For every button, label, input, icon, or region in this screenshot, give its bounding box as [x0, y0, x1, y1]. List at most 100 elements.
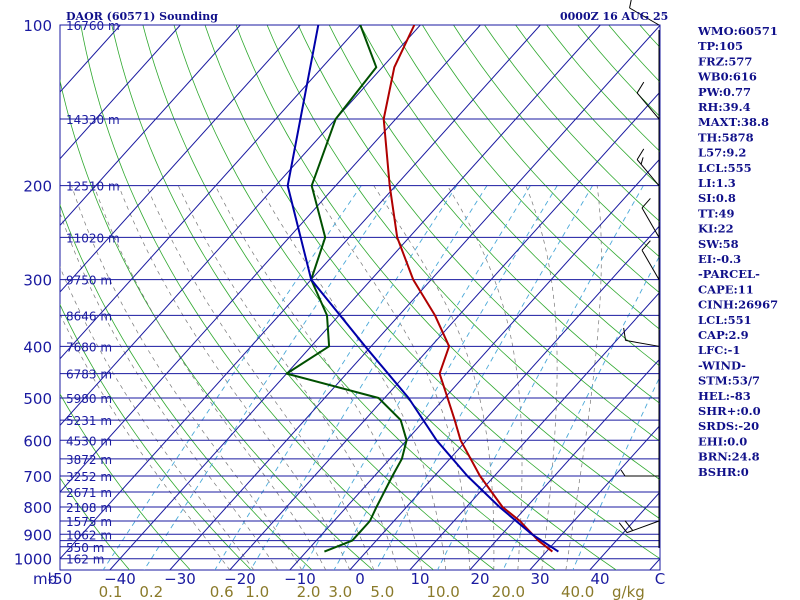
temperature-tick-label: −30 — [164, 570, 196, 588]
isotherm — [409, 291, 660, 570]
index-line: SRDS:-20 — [698, 419, 759, 433]
isotherm — [60, 25, 361, 360]
wind-barb — [641, 198, 660, 238]
height-label: 11020 m — [66, 231, 120, 245]
height-label: 2108 m — [66, 501, 112, 515]
height-label: 1575 m — [66, 515, 112, 529]
mixing-ratio-line — [572, 375, 660, 570]
isotherm — [169, 25, 660, 570]
temperature-axis: -50 −40 −30 −20 −10 0 10 20 30 40 C 0.1 0.2 0.6 1.0 2.0… — [48, 570, 665, 600]
dry-adiabat — [390, 25, 660, 331]
height-label: 4530 m — [66, 434, 112, 448]
temperature-tick-label: -50 — [48, 570, 73, 588]
pressure-axis: 100 200 300 400 500 600 700 800 900 1000 — [14, 17, 52, 569]
wind-barb-flag — [620, 469, 626, 477]
index-line: STM:53/7 — [698, 374, 760, 388]
dry-adiabat — [173, 25, 617, 570]
isotherm — [60, 25, 301, 293]
moist-adiabat — [60, 266, 255, 570]
index-line: CAPE:11 — [698, 282, 754, 296]
isotherm — [60, 25, 241, 227]
header-station: DAOR (60571) Sounding — [66, 10, 218, 23]
index-line: WMO:60571 — [697, 24, 778, 38]
dry-adiabat — [359, 25, 660, 367]
dry-adiabat — [235, 25, 660, 520]
pressure-tick-label: 800 — [23, 499, 52, 517]
moist-adiabat — [71, 185, 303, 570]
height-labels: 16760 m 14330 m 12510 m 11020 m 9750 m 8646 m… — [66, 19, 120, 567]
index-line: SI:0.8 — [698, 191, 736, 205]
wind-barb-flag — [641, 240, 651, 251]
dry-adiabat — [297, 25, 660, 442]
index-line: L57:9.2 — [698, 146, 746, 160]
wind-barb-shaft — [629, 7, 660, 26]
mixing-ratio-line — [250, 185, 488, 570]
isotherm — [60, 25, 481, 493]
index-line: LCL:555 — [698, 161, 752, 175]
isotherm — [349, 224, 660, 570]
moist-adiabat — [525, 185, 558, 570]
index-line: MAXT:38.8 — [698, 115, 769, 129]
dry-adiabat — [60, 78, 374, 570]
pressure-tick-label: 1000 — [14, 551, 52, 569]
index-line: LCL:551 — [698, 313, 752, 327]
index-line: KI:22 — [698, 222, 734, 236]
wind-barb — [623, 327, 660, 347]
pressure-tick-label: 200 — [23, 178, 52, 196]
index-line: RH:39.4 — [698, 100, 751, 114]
index-line: TT:49 — [698, 206, 735, 220]
profile-temperature — [382, 25, 554, 553]
index-line: BRN:24.8 — [698, 450, 760, 464]
height-label: 9750 m — [66, 274, 112, 288]
mixing-ratio-tick-label: 0.6 — [210, 583, 234, 600]
height-label: 162 m — [66, 553, 104, 567]
index-line: FRZ:577 — [698, 54, 752, 68]
temperature-tick-label: 40 — [590, 570, 609, 588]
wind-barb — [629, 0, 660, 26]
mixing-ratio-line — [375, 185, 593, 570]
dry-adiabat — [60, 303, 252, 570]
dry-adiabat — [80, 25, 434, 570]
dry-adiabat — [111, 25, 495, 570]
wind-barb-shaft — [625, 339, 660, 347]
index-line: TH:5878 — [698, 130, 754, 144]
mixing-ratio-tick-label: 20.0 — [492, 583, 525, 600]
mixing-ratio-tick-label: 10.0 — [426, 583, 459, 600]
height-label: 7680 m — [66, 340, 112, 354]
height-label: 6783 m — [66, 368, 112, 382]
profile-parcel — [286, 25, 559, 553]
isotherm — [529, 424, 660, 570]
sounding-profiles — [285, 25, 559, 553]
mixing-ratio-tick-label: 3.0 — [328, 583, 352, 600]
dry-adiabat — [515, 25, 660, 187]
index-line: LI:1.3 — [698, 176, 736, 190]
temperature-tick-label: −20 — [224, 570, 256, 588]
pressure-unit-label: mb — [33, 570, 57, 588]
mixing-ratio-tick-label: 0.1 — [99, 583, 123, 600]
moist-adiabat — [177, 185, 399, 570]
index-line: CAP:2.9 — [698, 328, 749, 342]
moist-adiabat — [146, 185, 375, 570]
isotherm — [289, 157, 660, 570]
dry-adiabat — [546, 25, 660, 152]
height-label: 550 m — [66, 541, 104, 555]
dry-adiabat — [453, 25, 660, 258]
height-label: 16760 m — [66, 19, 120, 33]
wind-barb — [620, 469, 659, 477]
isotherm — [469, 357, 660, 570]
header-time: 0000Z 16 AUG 25 — [560, 10, 668, 23]
dry-adiabat — [204, 25, 660, 560]
pressure-tick-label: 400 — [23, 338, 52, 356]
pressure-tick-label: 300 — [23, 272, 52, 290]
wind-barb-flag — [629, 0, 632, 9]
wind-barb-shaft — [636, 92, 660, 120]
isotherm — [109, 25, 601, 570]
moist-adiabat — [258, 185, 447, 570]
isotherm — [60, 25, 541, 560]
wind-barb-flag — [624, 520, 634, 531]
index-line: CINH:26967 — [698, 298, 778, 312]
mixing-ratio-line — [301, 185, 531, 570]
mixing-ratio-tick-label: 5.0 — [370, 583, 394, 600]
dry-adiabat — [795, 25, 800, 570]
